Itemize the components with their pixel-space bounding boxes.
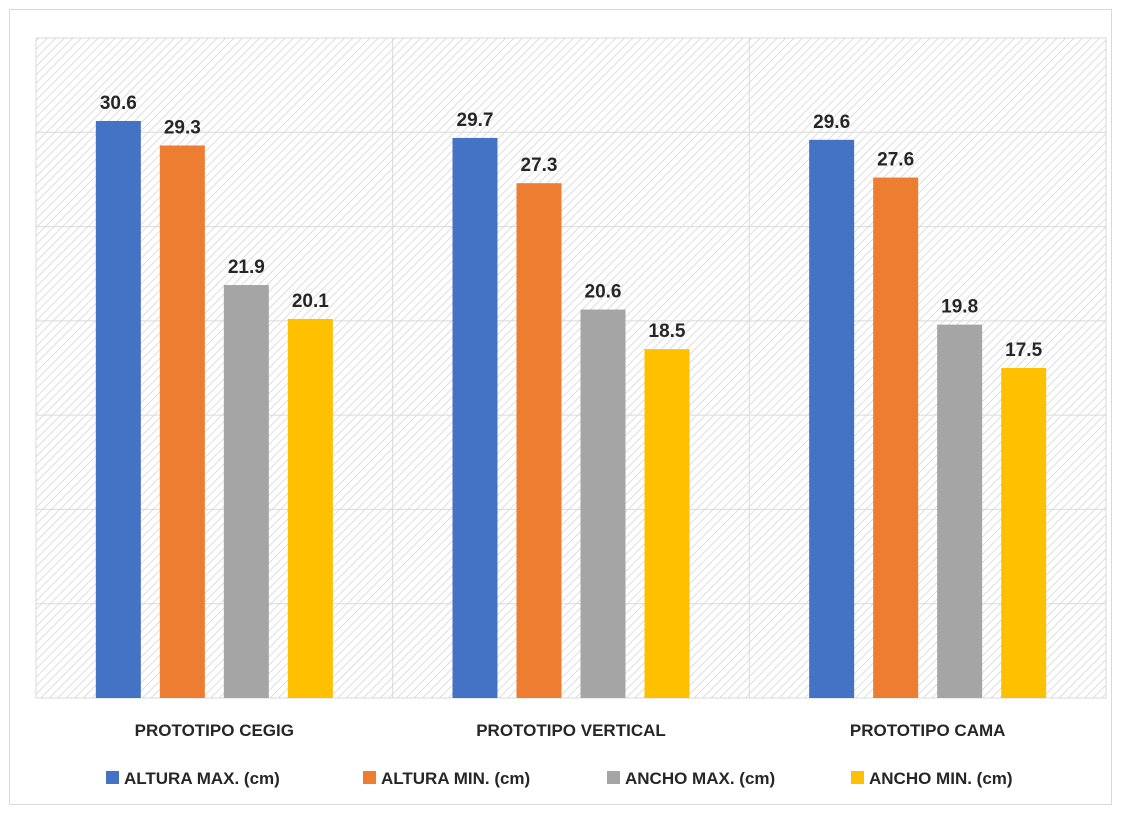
data-label: 29.3 [164, 117, 201, 138]
bar [1001, 368, 1047, 698]
data-label: 27.3 [521, 155, 558, 176]
data-labels: 30.6 29.3 21.9 20.1 29.7 27.3 20.6 18.5 29.6 27.6… [100, 93, 1043, 361]
legend: ALTURA MAX. (cm) ALTURA MIN. (cm) ANCHO MA… [106, 769, 1013, 788]
legend-swatch [851, 771, 864, 784]
bars [95, 120, 1047, 699]
legend-swatch [363, 771, 376, 784]
bar [223, 285, 269, 698]
bar [873, 177, 919, 699]
bar [516, 183, 562, 698]
bar [287, 318, 333, 698]
bar [580, 309, 626, 698]
category-label: PROTOTIPO CAMA [850, 721, 1006, 740]
plot-area [36, 38, 1106, 698]
data-label: 21.9 [228, 257, 265, 278]
bar [809, 139, 855, 699]
data-label: 30.6 [100, 93, 137, 114]
data-label: 20.6 [585, 282, 622, 303]
gridlines [35, 37, 1107, 699]
data-label: 18.5 [649, 321, 686, 342]
data-label: 19.8 [941, 297, 978, 318]
bar [452, 137, 498, 698]
bar [937, 324, 983, 698]
legend-label: ALTURA MIN. (cm) [381, 769, 530, 788]
data-label: 17.5 [1005, 340, 1042, 361]
data-label: 29.6 [813, 112, 850, 133]
legend-swatch [106, 771, 119, 784]
category-label: PROTOTIPO CEGIG [135, 721, 294, 740]
legend-label: ALTURA MAX. (cm) [124, 769, 280, 788]
legend-label: ANCHO MAX. (cm) [625, 769, 775, 788]
data-label: 27.6 [877, 150, 914, 171]
bar [159, 145, 205, 698]
bar [644, 349, 690, 698]
data-label: 29.7 [457, 110, 494, 131]
category-label: PROTOTIPO VERTICAL [476, 721, 666, 740]
legend-label: ANCHO MIN. (cm) [869, 769, 1013, 788]
category-axis: PROTOTIPO CEGIG PROTOTIPO VERTICAL PROTOTI… [135, 721, 1006, 740]
bar [95, 120, 141, 698]
legend-swatch [607, 771, 620, 784]
data-label: 20.1 [292, 291, 329, 312]
